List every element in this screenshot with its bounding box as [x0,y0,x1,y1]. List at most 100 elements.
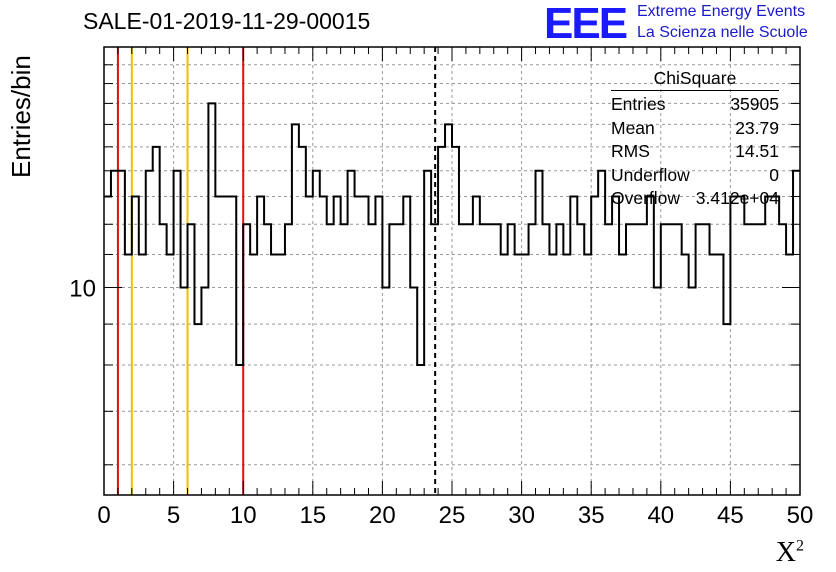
stats-row-underflow: Underflow 0 [611,164,779,185]
histogram-bin [584,254,591,495]
y-tick-label: 10 [69,276,96,303]
logo-tagline-1: Extreme Energy Events [637,3,806,20]
histogram-bin [146,171,153,495]
histogram-bars [104,102,800,495]
histogram-bin [654,288,661,495]
histogram-bin [111,171,118,495]
histogram-bin [619,254,626,495]
histogram-bin [696,224,703,495]
stats-box: ChiSquare Entries 35905 Mean 23.79 RMS 14.5… [611,68,779,211]
histogram-bin [181,288,188,495]
histogram-bin [716,254,723,495]
stats-row-mean: Mean 23.79 [611,117,779,138]
x-tick-label: 10 [230,502,257,529]
histogram-bin [410,288,417,495]
histogram-bin [682,254,689,495]
histogram-bin [633,224,640,495]
histogram-bin [793,171,800,495]
histogram-bin [285,224,292,495]
histogram-bin [299,147,306,495]
histogram-bin [549,254,556,495]
histogram-bin [271,254,278,495]
histogram-bin [772,196,779,495]
histogram-bin [208,103,215,495]
stats-row-rms: RMS 14.51 [611,141,779,161]
histogram-bin [626,224,633,495]
histogram-bin [570,196,577,495]
histogram-bin [640,224,647,495]
histogram-bin [438,147,445,495]
histogram-bin [313,171,320,495]
histogram-bin [758,224,765,495]
histogram-bin [403,196,410,495]
histogram-bin [452,147,459,495]
histogram-bin [104,196,111,495]
axis-ticks: 0 5 10 15 20 25 30 35 40 45 50 10 [69,46,814,529]
histogram-bin [744,224,751,495]
x-tick-label: 50 [787,502,814,529]
x-axis-label: X2 [775,537,804,568]
histogram-bin [536,171,543,495]
histogram-bin [765,196,772,495]
histogram-bin [751,224,758,495]
histogram-bin [355,196,362,495]
histogram-bin [153,147,160,495]
histogram-bin [466,224,473,495]
histogram-bin [396,224,403,495]
histogram-bin [494,224,501,495]
histogram-bin [515,254,522,495]
histogram-bin [501,254,508,495]
histogram-bin [508,224,515,495]
histogram-bin [320,196,327,495]
histogram-bin [612,196,619,495]
histogram-bin [375,196,382,495]
histogram-bin [786,254,793,495]
histogram-bin [257,196,264,495]
histogram-bin [424,171,431,495]
x-tick-label: 20 [369,502,396,529]
histogram-bin [647,196,654,495]
histogram-bin [167,254,174,495]
x-tick-label: 0 [97,502,110,529]
histogram-bin [487,224,494,495]
histogram-bin [348,171,355,495]
chart-title: SALE-01-2019-11-29-00015 [83,8,371,34]
histogram-bin [306,196,313,495]
histogram-bin [577,224,584,495]
stats-name: ChiSquare [611,68,779,91]
histogram-bin [668,224,675,495]
eee-logo: EEE [544,0,628,48]
histogram-bin [118,171,125,495]
histogram-bin [459,224,466,495]
histogram-bin [675,224,682,495]
x-tick-label: 30 [508,502,535,529]
histogram-bin [431,224,438,495]
histogram-bin [327,224,334,495]
histogram-bin [160,224,167,495]
histogram-bin [139,254,146,495]
x-tick-label: 45 [717,502,744,529]
histogram-bin [188,224,195,495]
histogram-bin [334,196,341,495]
histogram-bin [710,254,717,495]
x-tick-label: 5 [167,502,180,529]
histogram-bin [529,224,536,495]
histogram-bin [341,224,348,495]
histogram-bin [779,224,786,495]
stats-row-overflow: Overflow 3.412e+04 [611,188,779,208]
histogram-bin [605,224,612,495]
histogram-bin [222,196,229,495]
histogram-bin [125,254,132,495]
histogram-bin [243,224,250,495]
histogram-bin [522,254,529,495]
histogram-bin [730,196,737,495]
histogram-bin [591,196,598,495]
histogram-bin [703,224,710,495]
x-tick-label: 25 [439,502,466,529]
histogram-bin [723,324,730,495]
histogram-bin [368,224,375,495]
histogram-bin [292,124,299,495]
x-tick-label: 15 [299,502,326,529]
histogram-bin [480,224,487,495]
